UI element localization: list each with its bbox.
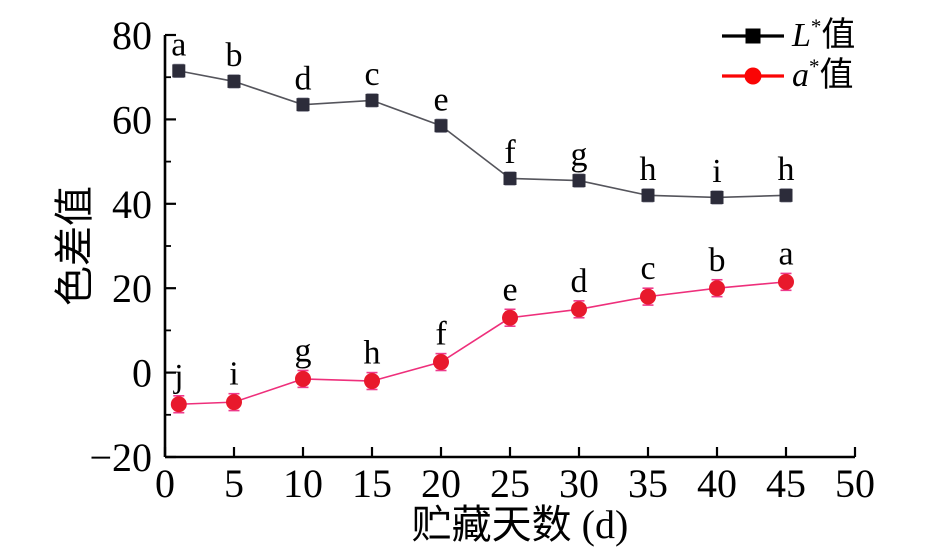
sig-letter-astar: f [435, 316, 447, 353]
sig-letter-lstar: e [433, 81, 448, 118]
sig-letter-lstar: d [295, 60, 312, 97]
data-point-lstar [641, 188, 655, 202]
sig-letter-lstar: i [712, 153, 721, 190]
x-tick-label: 5 [224, 461, 244, 506]
data-point-astar [502, 309, 518, 326]
legend-sup-astar: * [809, 54, 820, 79]
sig-letter-lstar: a [171, 27, 186, 64]
x-axis-title: 贮藏天数 (d) [412, 502, 629, 547]
sig-letter-lstar: b [226, 37, 243, 74]
legend-marker-circle [722, 67, 784, 85]
sig-letter-astar: b [709, 242, 726, 279]
data-point-astar [170, 396, 187, 413]
data-point-lstar [710, 190, 724, 204]
sig-letter-lstar: h [640, 151, 657, 188]
x-tick-label: 35 [628, 461, 668, 506]
x-tick-label: 30 [559, 461, 599, 506]
legend-letter-lstar: L [792, 17, 811, 54]
sig-letter-astar: d [571, 263, 588, 300]
legend-item-lstar: L*值 [722, 16, 855, 56]
sig-letter-astar: a [778, 235, 793, 272]
legend-circle-astar [744, 67, 762, 85]
sig-letter-astar: j [173, 358, 183, 395]
x-tick-label: 50 [835, 461, 875, 506]
series-line-astar [178, 281, 787, 406]
data-point-lstar [572, 174, 586, 188]
data-point-astar [364, 373, 380, 390]
legend-suffix-lstar: 值 [821, 17, 856, 54]
sig-letter-astar: c [640, 250, 655, 287]
x-tick-label: 10 [283, 461, 323, 506]
legend-marker-square [722, 28, 784, 44]
sig-letter-astar: g [295, 332, 312, 369]
sig-letter-lstar: h [778, 151, 795, 188]
x-tick-label: 20 [421, 461, 461, 506]
sig-letter-lstar: c [364, 56, 379, 93]
data-point-astar [433, 354, 449, 371]
legend-item-astar: a*值 [722, 56, 855, 96]
y-tick-label: 0 [132, 351, 152, 396]
y-tick-label: 40 [112, 182, 152, 227]
y-tick-label: 60 [112, 97, 152, 142]
chart-legend: L*值 a*值 [722, 16, 855, 96]
sig-letter-astar: h [364, 335, 381, 372]
legend-label-astar: a*值 [792, 56, 854, 94]
data-point-lstar [296, 98, 310, 112]
data-point-astar [778, 273, 794, 290]
data-point-astar [295, 370, 311, 387]
data-point-lstar [503, 171, 517, 185]
x-tick-label: 45 [766, 461, 806, 506]
data-point-lstar [365, 93, 379, 107]
y-tick-label: −20 [89, 435, 152, 480]
sig-letter-astar: i [229, 356, 238, 393]
legend-suffix-astar: 值 [819, 57, 854, 94]
y-axis-title: 色差值 [52, 186, 97, 306]
y-tick-label: 20 [112, 266, 152, 311]
y-tick-label: 80 [112, 13, 152, 58]
series-line-lstar [178, 70, 787, 199]
data-point-lstar [227, 74, 241, 88]
data-point-lstar [172, 64, 186, 78]
data-point-lstar [434, 119, 448, 133]
legend-sup-lstar: * [810, 14, 822, 39]
legend-label-lstar: L*值 [792, 16, 856, 54]
x-tick-label: 25 [490, 461, 530, 506]
legend-letter-astar: a [792, 57, 809, 94]
x-tick-label: 15 [352, 461, 392, 506]
sig-letter-astar: e [502, 271, 517, 308]
sig-letter-lstar: f [504, 134, 516, 171]
data-point-astar [226, 394, 242, 411]
sig-letter-lstar: g [571, 136, 588, 173]
x-tick-label: 40 [697, 461, 737, 506]
data-point-astar [571, 301, 587, 318]
legend-square-lstar [745, 28, 761, 44]
data-point-lstar [779, 188, 793, 202]
x-tick-label: 0 [155, 461, 175, 506]
data-point-astar [709, 280, 725, 297]
data-point-astar [640, 288, 656, 305]
